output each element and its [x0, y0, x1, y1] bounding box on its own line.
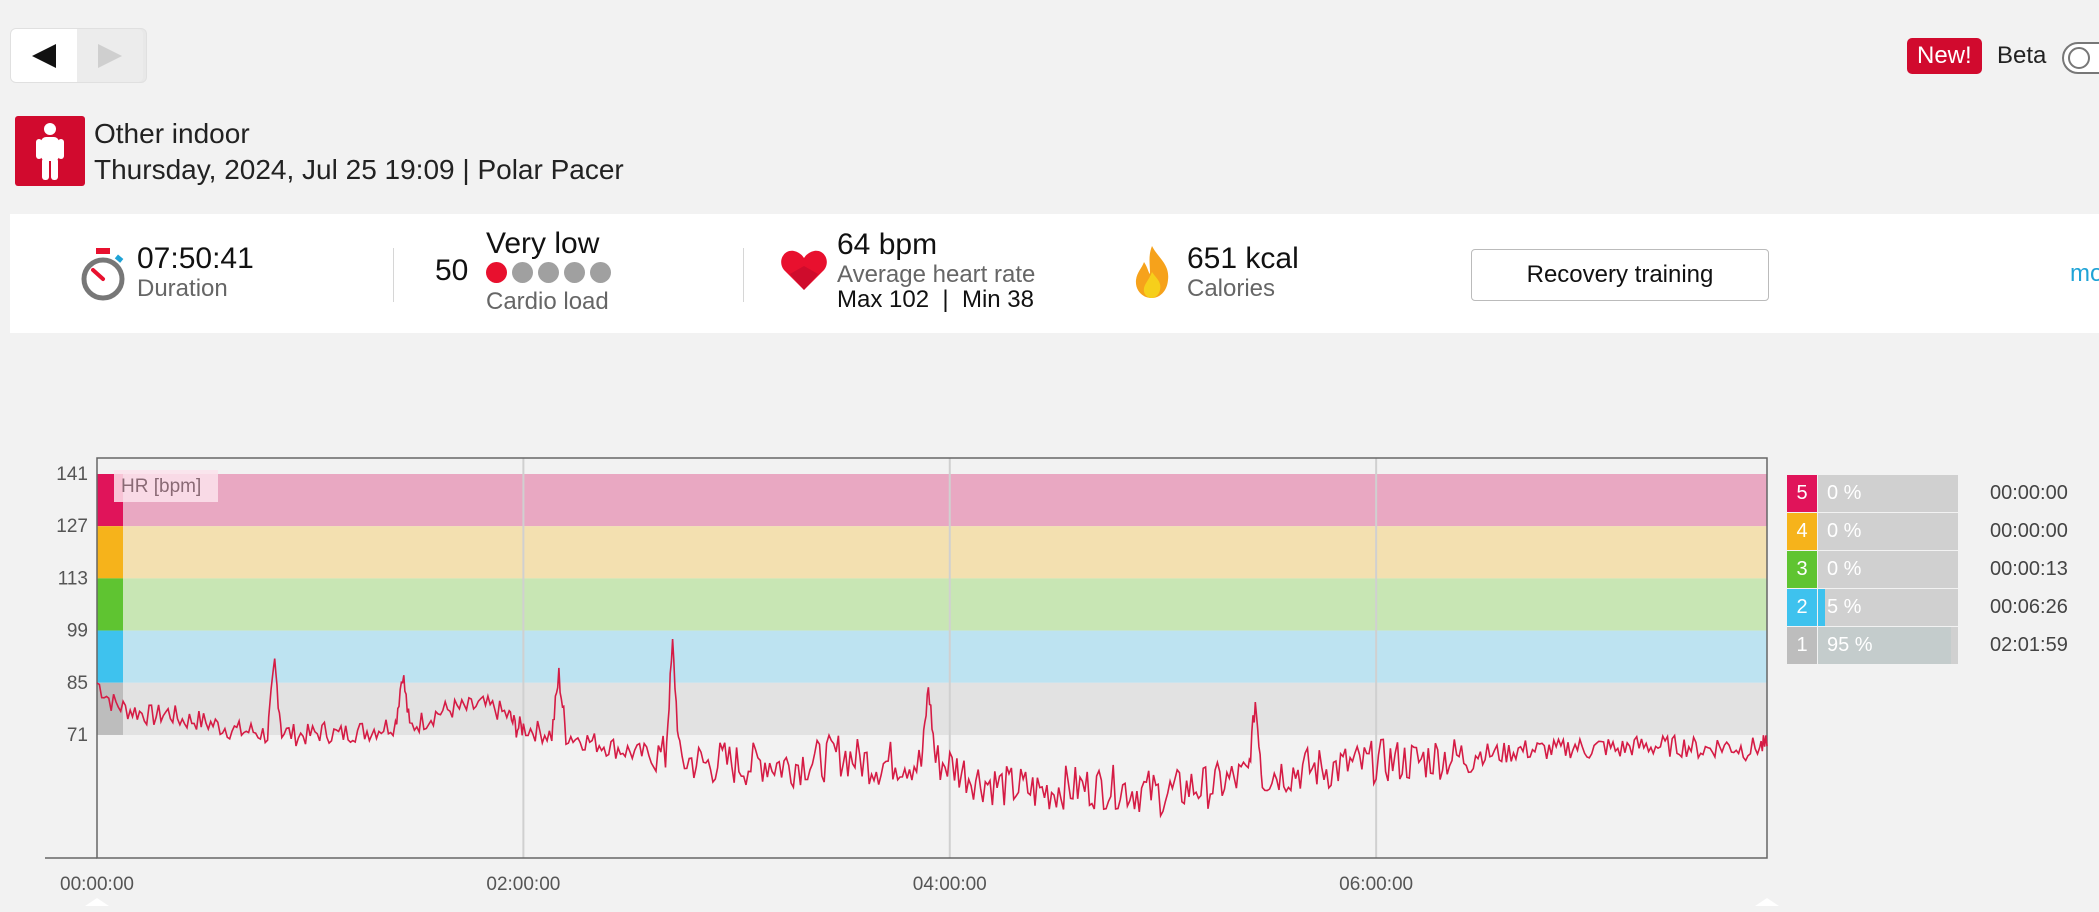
- cardio-load-label: Cardio load: [486, 288, 609, 315]
- cardio-load-value: 50: [435, 254, 469, 287]
- zone-time: 00:00:00: [1990, 520, 2068, 542]
- zone-number: 4: [1787, 513, 1817, 550]
- beta-toggle[interactable]: [2062, 42, 2099, 74]
- y-tick-label: 71: [67, 725, 88, 746]
- session-date-device: Thursday, 2024, Jul 25 19:09 | Polar Pac…: [94, 154, 624, 185]
- zone-bands: [97, 474, 1767, 735]
- zone-number: 3: [1787, 551, 1817, 588]
- zone-time: 00:00:13: [1990, 558, 2068, 580]
- previous-session-button[interactable]: [11, 29, 77, 82]
- session-nav: [11, 29, 146, 82]
- y-tick-label: 127: [56, 516, 88, 537]
- x-axis-ticks: 00:00:00 02:00:00 04:00:00 06:00:00: [60, 874, 1413, 895]
- x-tick-label: 04:00:00: [913, 874, 987, 895]
- duration-label: Duration: [137, 275, 228, 302]
- cardio-load-level: Very low: [486, 227, 600, 260]
- stopwatch-icon: [81, 248, 125, 301]
- zone-percent: 0 %: [1827, 482, 1862, 504]
- hr-chart[interactable]: 141 127 113 99 85 71 00:00:00 02:00:00 04:00:00…: [0, 440, 1790, 912]
- duration-value: 07:50:41: [137, 242, 254, 275]
- range-handle-right[interactable]: [1755, 898, 1779, 906]
- x-tick-label: 06:00:00: [1339, 874, 1413, 895]
- zone-time: 00:00:00: [1990, 482, 2068, 504]
- cardio-dot: [486, 262, 507, 283]
- zone-band-5: [97, 474, 1767, 527]
- zone-percent: 95 %: [1827, 634, 1873, 656]
- training-benefit-button[interactable]: Recovery training: [1471, 249, 1769, 301]
- range-handle-left[interactable]: [85, 898, 109, 906]
- zone-percent: 5 %: [1827, 596, 1862, 618]
- series-label-bg: [114, 470, 218, 502]
- series-label: HR [bpm]: [121, 476, 201, 497]
- sport-name: Other indoor: [94, 118, 250, 149]
- flame-icon: [1135, 246, 1169, 298]
- toggle-knob: [2068, 47, 2090, 69]
- new-badge: New!: [1907, 38, 1982, 74]
- beta-label: Beta: [1997, 42, 2047, 69]
- zone-number: 2: [1787, 589, 1817, 626]
- person-icon: [36, 123, 64, 180]
- zone-band-4: [97, 526, 1767, 579]
- zone-band-3: [97, 578, 1767, 631]
- zone-number: 5: [1787, 475, 1817, 512]
- zone-time: 00:06:26: [1990, 596, 2068, 618]
- calories-label: Calories: [1187, 275, 1276, 302]
- zone-bar-fill: [1818, 589, 1825, 626]
- cardio-dot: [512, 262, 533, 283]
- arrow-right-icon: [98, 43, 122, 68]
- calories-value: 651 kcal: [1187, 242, 1299, 275]
- chart-grid: [522, 458, 1378, 858]
- cardio-dot: [564, 262, 585, 283]
- zone-number: 1: [1787, 627, 1817, 664]
- plot-border: [96, 457, 1768, 859]
- divider: [393, 248, 394, 302]
- zone-row-3: 3 0 % 00:00:13: [1787, 551, 2077, 588]
- heart-icon: [781, 250, 827, 290]
- y-tick-label: 113: [58, 568, 88, 589]
- zone-marker-4: [97, 526, 123, 579]
- zone-row-2: 2 5 % 00:06:26: [1787, 589, 2077, 626]
- sport-icon: [15, 116, 85, 186]
- x-tick-label: 02:00:00: [486, 874, 560, 895]
- zone-bar: [1818, 513, 1958, 550]
- zone-row-5: 5 0 % 00:00:00: [1787, 475, 2077, 512]
- more-link[interactable]: mo: [2070, 260, 2099, 287]
- y-tick-label: 141: [56, 464, 88, 485]
- zone-bar: [1818, 475, 1958, 512]
- zone-bar: [1818, 627, 1958, 664]
- arrow-left-icon: [32, 43, 56, 68]
- hr-series-line: [96, 638, 1768, 819]
- y-axis-ticks: 141 127 113 99 85 71: [56, 464, 88, 746]
- y-tick-label: 85: [67, 673, 88, 694]
- summary-bar: 07:50:41 Duration 50 Very low Cardio loa…: [10, 214, 2099, 333]
- zone-marker-2: [97, 630, 123, 683]
- next-session-button[interactable]: [77, 29, 143, 82]
- zone-row-1: 1 95 % 02:01:59: [1787, 627, 2077, 664]
- zone-percent: 0 %: [1827, 558, 1862, 580]
- zone-percent: 0 %: [1827, 520, 1862, 542]
- divider: [743, 248, 744, 302]
- cardio-load-dots: [486, 262, 616, 288]
- x-tick-label: 00:00:00: [60, 874, 134, 895]
- zone-bar-fill: [1818, 627, 1951, 664]
- zone-band-2: [97, 630, 1767, 683]
- zone-bar: [1818, 551, 1958, 588]
- zone-marker-3: [97, 578, 123, 631]
- avg-hr-value: 64 bpm: [837, 228, 938, 261]
- zone-time: 02:01:59: [1990, 634, 2068, 656]
- avg-hr-label: Average heart rate: [837, 261, 1036, 288]
- cardio-dot: [538, 262, 559, 283]
- y-tick-label: 99: [67, 621, 88, 642]
- zone-row-4: 4 0 % 00:00:00: [1787, 513, 2077, 550]
- hr-max-min: Max 102 | Min 38: [837, 286, 1034, 313]
- cardio-dot: [590, 262, 611, 283]
- zone-bar: [1818, 589, 1958, 626]
